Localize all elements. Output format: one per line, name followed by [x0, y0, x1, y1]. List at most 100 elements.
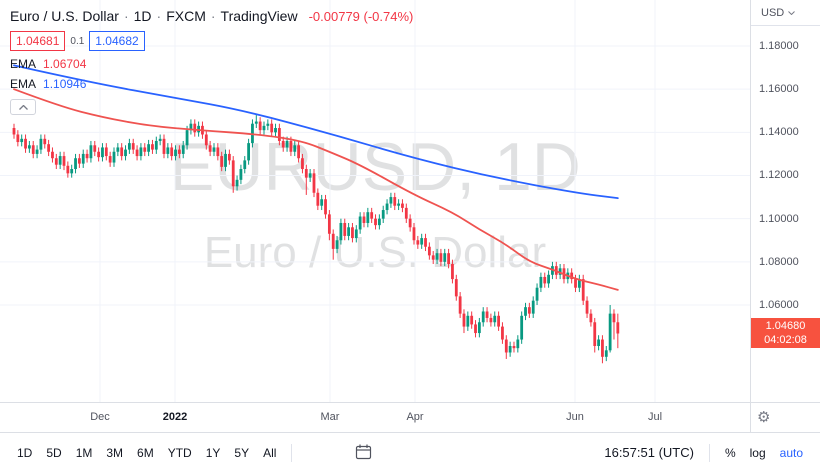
candle-body [147, 144, 151, 152]
candle-body [527, 307, 531, 314]
currency-label[interactable]: USD [751, 0, 820, 26]
candle-body [216, 147, 220, 157]
candle-body [354, 229, 358, 239]
candle-body [12, 128, 16, 135]
ask-price-box[interactable]: 1.04682 [89, 31, 145, 51]
candle-body [220, 156, 224, 167]
candle-body [258, 121, 262, 131]
interval-label[interactable]: 1D [133, 8, 152, 24]
range-button-1y[interactable]: 1Y [199, 442, 228, 464]
time-axis-label: Dec [90, 411, 110, 423]
candle-body [604, 350, 608, 357]
candle-body [547, 274, 550, 284]
collapse-legend-button[interactable] [10, 99, 36, 115]
candle-body [266, 123, 270, 126]
candle-body [539, 276, 543, 288]
candle-body [243, 160, 247, 170]
price-axis-label: 1.08000 [759, 255, 799, 268]
bottom-toolbar: 1D 5D 1M 3M 6M YTD 1Y 5Y All 16:57:51 (UTC) % lo… [0, 432, 820, 472]
brand-label[interactable]: TradingView [220, 8, 298, 24]
bid-ask-row: 1.04681 0.1 1.04682 [10, 31, 413, 51]
range-button-1d[interactable]: 1D [10, 442, 39, 464]
candle-body [420, 238, 424, 245]
candle-body [485, 311, 489, 318]
candle-body [439, 253, 443, 262]
time-axis[interactable]: Dec 2022 Mar Apr Jun Jul [0, 402, 750, 432]
candle-body [427, 246, 431, 256]
candle-body [351, 227, 354, 239]
time-axis-label: Apr [406, 411, 424, 423]
candle-body [177, 149, 181, 154]
candle-body [47, 144, 51, 152]
candle-body [535, 287, 539, 301]
indicator-label[interactable]: EMA [10, 77, 37, 91]
candle-body [397, 203, 400, 206]
candle-body [462, 313, 466, 327]
bid-price-box[interactable]: 1.04681 [10, 31, 66, 51]
candle-body [616, 322, 620, 334]
price-axis[interactable]: USD 1.18000 1.16000 1.14000 1.12000 1.10000 1… [750, 0, 820, 402]
settings-gear-button[interactable]: ⚙ [757, 410, 770, 425]
symbol-title[interactable]: Euro / U.S. Dollar [10, 8, 119, 24]
currency-text: USD [761, 6, 785, 19]
candle-body [281, 140, 285, 148]
price-axis-label: 1.16000 [759, 83, 799, 96]
log-scale-button[interactable]: log [743, 442, 773, 464]
candle-body [458, 296, 462, 314]
price-chart-canvas[interactable] [0, 0, 750, 402]
indicator-value: 1.10946 [43, 77, 87, 91]
candle-body [424, 238, 427, 247]
range-button-1m[interactable]: 1M [69, 442, 100, 464]
candle-body [293, 145, 297, 152]
candle-body [589, 313, 593, 323]
candle-body [474, 324, 477, 334]
candle-body [301, 158, 304, 170]
spread-label: 0.1 [70, 35, 85, 47]
price-axis-label: 1.14000 [759, 126, 799, 139]
separator: · [210, 8, 216, 24]
candle-body [470, 315, 474, 325]
range-button-5y[interactable]: 5Y [227, 442, 256, 464]
candle-body [247, 143, 251, 161]
percent-scale-button[interactable]: % [718, 442, 743, 464]
candle-body [377, 218, 381, 226]
indicator-row-ema-slow[interactable]: EMA 1.10946 [10, 77, 413, 91]
last-price-value: 1.04680 [765, 320, 806, 333]
candle-body [97, 151, 101, 158]
range-button-all[interactable]: All [256, 442, 283, 464]
candle-body [43, 138, 47, 145]
candle-body [20, 138, 24, 143]
range-button-5d[interactable]: 5D [39, 442, 68, 464]
indicator-label[interactable]: EMA [10, 57, 37, 71]
candle-body [512, 346, 516, 349]
candle-body [493, 315, 497, 323]
candle-body [93, 145, 97, 152]
range-button-ytd[interactable]: YTD [161, 442, 199, 464]
candle-body [401, 203, 404, 208]
candle-body [466, 315, 470, 327]
candle-body [389, 197, 393, 204]
candle-body [235, 179, 239, 187]
go-to-date-button[interactable] [348, 440, 379, 465]
price-axis-label: 1.18000 [759, 40, 799, 52]
candle-body [335, 240, 339, 249]
price-axis-label: 1.10000 [759, 212, 799, 225]
auto-scale-button[interactable]: auto [773, 442, 810, 464]
candle-body [447, 253, 450, 264]
range-button-6m[interactable]: 6M [130, 442, 161, 464]
indicator-row-ema-fast[interactable]: EMA 1.06704 [10, 57, 413, 71]
candle-body [520, 315, 524, 340]
chart-plot-area[interactable]: EURUSD, 1D Euro / U.S. Dollar Euro / U.S… [0, 0, 750, 402]
candle-body [508, 346, 512, 353]
chevron-down-icon [788, 10, 796, 15]
time-axis-label: 2022 [162, 411, 188, 423]
exchange-label[interactable]: FXCM [166, 8, 206, 24]
clock-button[interactable]: 16:57:51 (UTC) [597, 441, 701, 464]
candle-body [451, 263, 454, 280]
candle-body [89, 145, 93, 159]
candle-body [285, 140, 289, 148]
range-button-3m[interactable]: 3M [99, 442, 130, 464]
candle-body [181, 145, 185, 154]
candle-body [339, 222, 343, 241]
